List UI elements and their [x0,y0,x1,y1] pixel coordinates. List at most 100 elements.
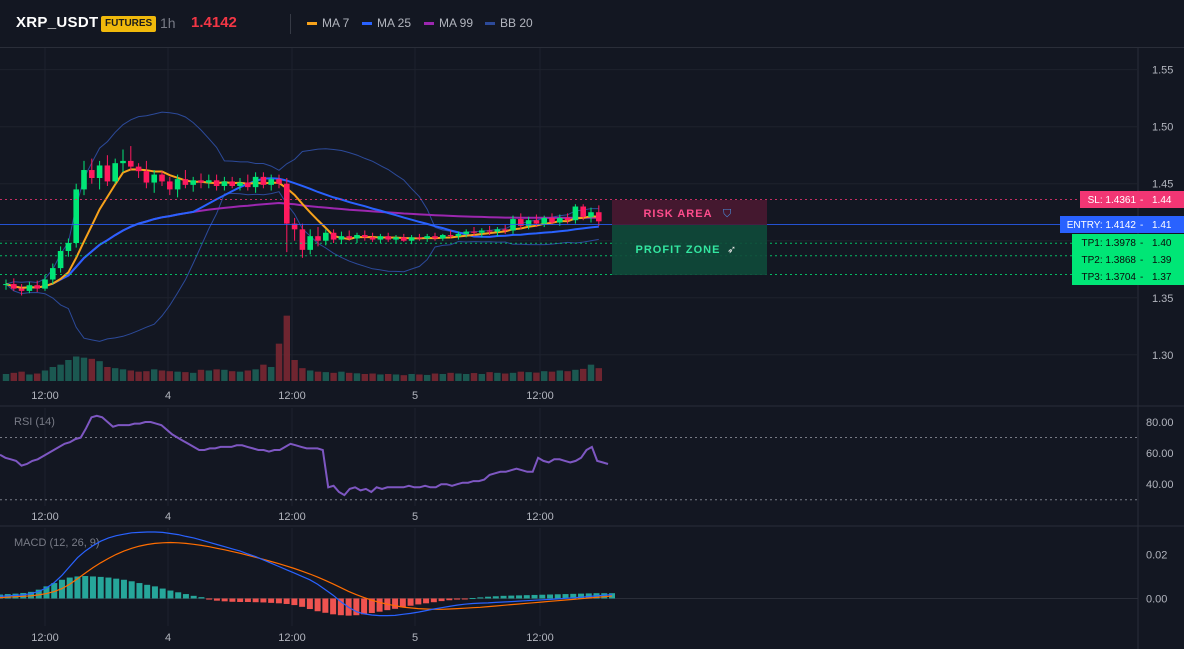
bb20-swatch [485,21,495,25]
volume-bar [431,373,439,381]
candle-body [541,217,547,224]
macd-histogram-bar [213,598,220,601]
grid-lines [0,48,1184,649]
macd-histogram-bar [275,598,282,604]
rsi-title: RSI (14) [14,416,55,428]
volume-bar [213,369,220,381]
level-tag-label: TP2: 1.3868 [1082,255,1137,266]
ma25-swatch [362,21,372,25]
candle-body [143,171,150,183]
candle-body [81,170,87,190]
trade-zones: RISK AREA ⛉ PROFIT ZONE ➶ [612,200,767,275]
rsi-pane[interactable]: RSI (14) 80.00 60.00 40.00 [0,414,1174,501]
volume-bar [400,375,407,381]
volume-bar [283,315,290,381]
macd-histogram-bar [82,576,89,599]
candle-body [57,250,64,269]
macd-title: MACD (12, 26, 9) [14,537,100,549]
candle-body [315,236,321,241]
time-tick-label: 4 [165,511,171,523]
macd-histogram-bar [268,598,275,603]
candle-body [525,220,532,226]
macd-histogram-bar [407,598,414,606]
candle-body [159,174,165,182]
risk-area-box [612,200,767,225]
macd-histogram-bar [554,594,561,599]
macd-histogram-bar [182,594,189,599]
macd-histogram-bar [461,598,468,600]
legend-ma7[interactable]: MA 7 [307,16,349,30]
volume-bar [57,364,64,381]
macd-histogram-bar [500,595,507,599]
volume-bar [291,360,298,381]
legend-ma25[interactable]: MA 25 [362,16,411,30]
symbol-name[interactable]: XRP_USDT [16,14,99,31]
candle-body [89,170,95,179]
candle-body [330,232,337,240]
legend-bb20[interactable]: BB 20 [485,16,533,30]
macd-histogram-bar [322,598,329,613]
candle-body [190,180,196,185]
candle-body [276,179,282,184]
macd-histogram-bar [51,583,58,599]
candle-body [385,236,391,240]
shield-icon: ⛉ [723,208,732,220]
volume-bar [377,374,384,381]
candle-body [268,179,274,185]
ma7-line [5,168,599,289]
macd-histogram-bar [167,590,174,599]
macd-histogram-bar [299,598,306,607]
candle-body [502,229,508,231]
time-tick-label: 12:00 [278,632,306,644]
level-tag-label: TP1: 1.3978 [1082,238,1137,249]
candle-body [596,212,602,222]
timeframe-selector[interactable]: 1h [160,15,176,31]
macd-histogram-bar [337,598,344,616]
rsi-tick-label: 40.00 [1146,479,1174,491]
candle-body [424,236,430,239]
candle-body [354,235,360,239]
candle-body [549,217,555,223]
level-axis-label: 1.37 [1152,272,1172,283]
candle-body [26,285,33,291]
volume-bar [580,368,587,381]
candle-body [198,180,204,183]
volume-bar [151,369,158,381]
candle-body [432,236,438,239]
macd-histogram-bar [221,598,228,602]
candle-body [252,176,259,188]
volume-bar [268,367,275,381]
macd-histogram-bar [74,576,81,599]
profit-zone-label: PROFIT ZONE [636,244,721,256]
legend-ma99[interactable]: MA 99 [424,16,473,30]
macd-histogram-bar [12,593,19,599]
macd-histogram-bar [446,598,453,601]
level-tag-dash: - [1140,272,1143,283]
macd-histogram-bar [492,596,499,599]
macd-histogram-bar [330,598,337,615]
macd-histogram-bar [27,591,34,599]
macd-tick-label: 0.00 [1146,593,1167,605]
bb-upper-band [5,111,599,285]
volume-bar [166,371,173,381]
candle-body [213,180,220,186]
level-tag-label: ENTRY: 1.4142 [1067,220,1137,231]
candle-body [291,223,298,230]
candle-body [369,237,376,240]
macd-histogram-bar [206,598,213,600]
candle-body [447,235,454,237]
macd-histogram-bar [570,593,577,599]
level-tag-dash: - [1140,255,1143,266]
chart-header: XRP_USDT FUTURES 1h 1.4142 MA 7 MA 25 MA… [0,0,1184,48]
level-tag-bg [1072,234,1184,251]
candle-body [260,176,267,185]
candle-body [362,235,368,238]
volume-bar [424,374,431,381]
candle-body [471,231,477,233]
volume-bar [41,370,49,381]
time-tick-label: 5 [412,632,418,644]
candle-body [401,237,407,241]
chart-canvas[interactable]: RISK AREA ⛉ PROFIT ZONE ➶ RSI (14) 80.00… [0,48,1184,649]
macd-pane[interactable]: MACD (12, 26, 9) 0.02 0.00 [0,531,1167,617]
